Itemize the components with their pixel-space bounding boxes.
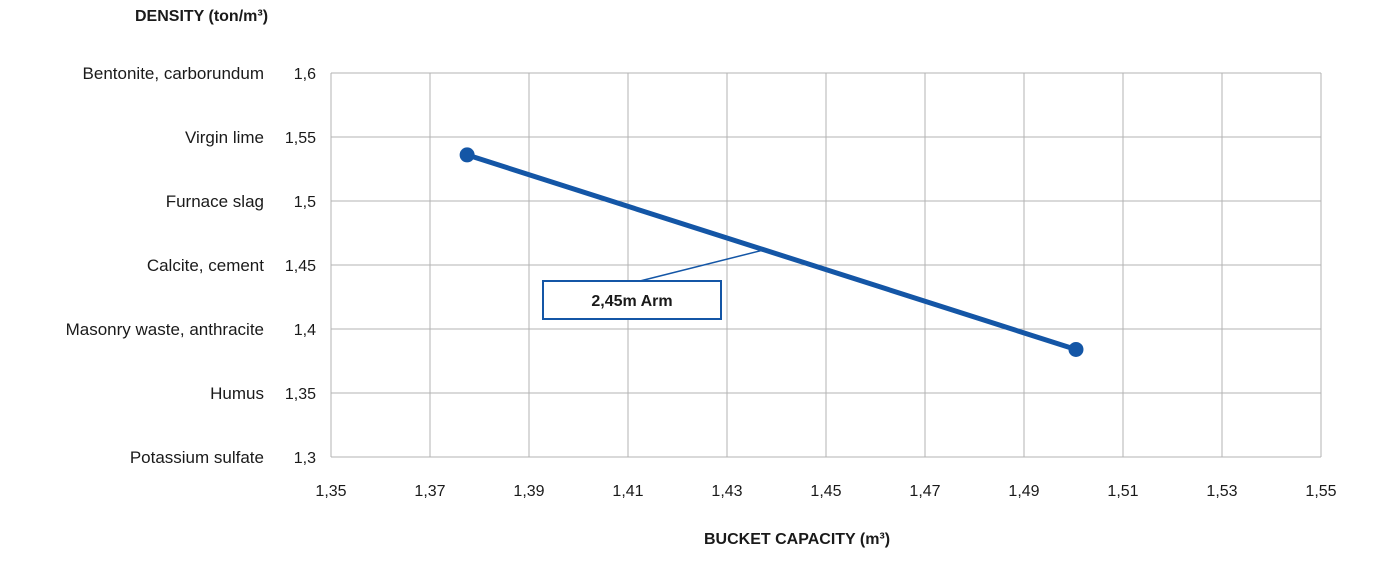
- y-tick-value: 1,35: [285, 386, 316, 403]
- y-tick-category: Bentonite, carborundum: [83, 64, 264, 83]
- x-tick-label: 1,47: [909, 483, 940, 500]
- y-tick-value: 1,6: [294, 66, 316, 83]
- series-layer: [460, 147, 1084, 357]
- callout-label: 2,45m Arm: [591, 293, 672, 310]
- data-point: [460, 147, 475, 162]
- y-tick-labels: 1,6 Bentonite, carborundum 1,55 Virgin lime…: [66, 64, 317, 467]
- x-tick-labels: 1,35 1,37 1,39 1,41 1,43 1,45 1,47 1,49 1,51 1,53…: [315, 483, 1336, 500]
- x-tick-label: 1,35: [315, 483, 346, 500]
- y-tick-value: 1,3: [294, 450, 316, 467]
- y-tick-value: 1,5: [294, 194, 316, 211]
- x-tick-label: 1,55: [1305, 483, 1336, 500]
- y-tick-category: Potassium sulfate: [130, 448, 264, 467]
- x-tick-label: 1,51: [1107, 483, 1138, 500]
- x-tick-label: 1,53: [1206, 483, 1237, 500]
- x-tick-label: 1,37: [414, 483, 445, 500]
- chart-grid: [331, 73, 1321, 457]
- y-tick-value: 1,55: [285, 130, 316, 147]
- y-tick-category: Furnace slag: [166, 192, 264, 211]
- x-tick-label: 1,43: [711, 483, 742, 500]
- x-tick-label: 1,41: [612, 483, 643, 500]
- y-tick-category: Humus: [210, 384, 264, 403]
- y-tick-value: 1,45: [285, 258, 316, 275]
- x-tick-label: 1,49: [1008, 483, 1039, 500]
- series-annotation: 2,45m Arm: [543, 250, 764, 319]
- y-tick-category: Virgin lime: [185, 128, 264, 147]
- x-tick-label: 1,45: [810, 483, 841, 500]
- y-tick-category: Masonry waste, anthracite: [66, 320, 264, 339]
- series-line: [467, 155, 1076, 350]
- x-tick-label: 1,39: [513, 483, 544, 500]
- y-tick-value: 1,4: [294, 322, 316, 339]
- data-point: [1068, 342, 1083, 357]
- y-tick-category: Calcite, cement: [147, 256, 264, 275]
